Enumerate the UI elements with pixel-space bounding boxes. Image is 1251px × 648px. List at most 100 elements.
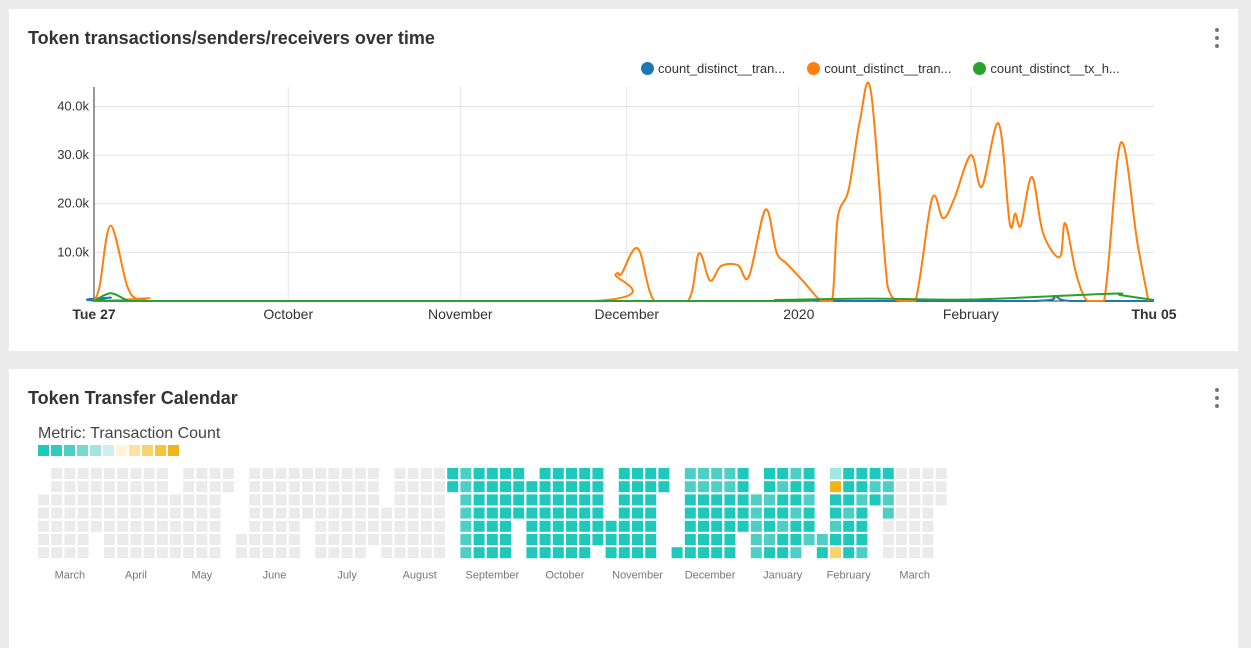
calendar-day-cell[interactable] (486, 494, 498, 506)
calendar-day-cell[interactable] (737, 494, 749, 506)
calendar-day-cell[interactable] (684, 547, 696, 559)
calendar-day-cell[interactable] (552, 534, 564, 545)
calendar-day-cell[interactable] (645, 534, 657, 545)
calendar-day-cell[interactable] (328, 507, 340, 519)
calendar-day-cell[interactable] (51, 481, 63, 493)
calendar-day-cell[interactable] (420, 494, 432, 506)
calendar-day-cell[interactable] (764, 468, 775, 479)
calendar-day-cell[interactable] (803, 468, 815, 479)
calendar-day-cell[interactable] (420, 534, 432, 545)
calendar-day-cell[interactable] (143, 507, 155, 519)
calendar-day-cell[interactable] (407, 534, 419, 545)
calendar-day-cell[interactable] (843, 547, 855, 559)
calendar-day-cell[interactable] (922, 547, 934, 559)
calendar-day-cell[interactable] (368, 520, 379, 532)
calendar-day-cell[interactable] (513, 468, 525, 479)
calendar-day-cell[interactable] (869, 481, 881, 493)
calendar-day-cell[interactable] (764, 481, 775, 493)
calendar-day-cell[interactable] (882, 507, 894, 519)
calendar-day-cell[interactable] (830, 507, 841, 519)
calendar-day-cell[interactable] (90, 494, 102, 506)
calendar-day-cell[interactable] (104, 547, 115, 559)
calendar-day-cell[interactable] (460, 507, 472, 519)
calendar-day-cell[interactable] (262, 507, 274, 519)
calendar-day-cell[interactable] (104, 507, 115, 519)
calendar-day-cell[interactable] (275, 520, 287, 532)
calendar-day-cell[interactable] (856, 494, 868, 506)
calendar-day-cell[interactable] (328, 481, 340, 493)
panel-menu-icon[interactable] (1210, 28, 1224, 48)
calendar-day-cell[interactable] (209, 534, 221, 545)
calendar-day-cell[interactable] (566, 547, 577, 559)
calendar-day-cell[interactable] (341, 534, 353, 545)
calendar-day-cell[interactable] (922, 534, 934, 545)
calendar-day-cell[interactable] (288, 481, 300, 493)
calendar-day-cell[interactable] (856, 507, 868, 519)
calendar-day-cell[interactable] (764, 507, 775, 519)
calendar-day-cell[interactable] (526, 520, 538, 532)
calendar-day-cell[interactable] (156, 507, 168, 519)
calendar-day-cell[interactable] (249, 520, 261, 532)
calendar-day-cell[interactable] (711, 534, 723, 545)
calendar-day-cell[interactable] (658, 481, 670, 493)
calendar-day-cell[interactable] (896, 534, 907, 545)
calendar-day-cell[interactable] (539, 534, 551, 545)
calendar-day-cell[interactable] (724, 494, 736, 506)
calendar-day-cell[interactable] (130, 468, 142, 479)
calendar-day-cell[interactable] (882, 481, 894, 493)
calendar-day-cell[interactable] (302, 507, 313, 519)
calendar-day-cell[interactable] (315, 507, 327, 519)
calendar-day-cell[interactable] (869, 468, 881, 479)
calendar-day-cell[interactable] (896, 507, 907, 519)
calendar-day-cell[interactable] (473, 481, 485, 493)
calendar-day-cell[interactable] (500, 534, 511, 545)
calendar-day-cell[interactable] (618, 468, 630, 479)
calendar-day-cell[interactable] (922, 494, 934, 506)
calendar-day-cell[interactable] (684, 494, 696, 506)
calendar-day-cell[interactable] (750, 534, 762, 545)
calendar-day-cell[interactable] (341, 547, 353, 559)
calendar-day-cell[interactable] (724, 481, 736, 493)
calendar-day-cell[interactable] (64, 481, 76, 493)
calendar-day-cell[interactable] (315, 547, 327, 559)
calendar-day-cell[interactable] (790, 547, 802, 559)
calendar-day-cell[interactable] (381, 520, 393, 532)
calendar-day-cell[interactable] (618, 507, 630, 519)
calendar-day-cell[interactable] (632, 494, 643, 506)
calendar-day-cell[interactable] (843, 520, 855, 532)
calendar-day-cell[interactable] (275, 507, 287, 519)
calendar-day-cell[interactable] (354, 520, 366, 532)
calendar-day-cell[interactable] (896, 481, 907, 493)
panel-menu-icon[interactable] (1210, 388, 1224, 408)
calendar-day-cell[interactable] (275, 481, 287, 493)
calendar-day-cell[interactable] (183, 534, 195, 545)
calendar-day-cell[interactable] (764, 547, 775, 559)
calendar-day-cell[interactable] (843, 494, 855, 506)
calendar-day-cell[interactable] (909, 468, 921, 479)
calendar-day-cell[interactable] (909, 547, 921, 559)
calendar-day-cell[interactable] (935, 468, 947, 479)
calendar-day-cell[interactable] (486, 547, 498, 559)
calendar-day-cell[interactable] (183, 468, 195, 479)
calendar-day-cell[interactable] (341, 468, 353, 479)
calendar-day-cell[interactable] (368, 481, 379, 493)
calendar-day-cell[interactable] (711, 520, 723, 532)
calendar-day-cell[interactable] (117, 534, 129, 545)
calendar-day-cell[interactable] (935, 481, 947, 493)
calendar-day-cell[interactable] (737, 507, 749, 519)
calendar-day-cell[interactable] (684, 481, 696, 493)
calendar-day-cell[interactable] (711, 468, 723, 479)
calendar-day-cell[interactable] (196, 547, 208, 559)
calendar-day-cell[interactable] (605, 547, 617, 559)
calendar-day-cell[interactable] (790, 507, 802, 519)
calendar-day-cell[interactable] (117, 547, 129, 559)
calendar-day-cell[interactable] (737, 520, 749, 532)
calendar-day-cell[interactable] (764, 534, 775, 545)
calendar-day-cell[interactable] (170, 520, 181, 532)
calendar-day-cell[interactable] (407, 481, 419, 493)
calendar-day-cell[interactable] (566, 494, 577, 506)
calendar-day-cell[interactable] (143, 547, 155, 559)
calendar-day-cell[interactable] (750, 520, 762, 532)
calendar-day-cell[interactable] (526, 494, 538, 506)
series-line-3[interactable] (92, 292, 1155, 303)
